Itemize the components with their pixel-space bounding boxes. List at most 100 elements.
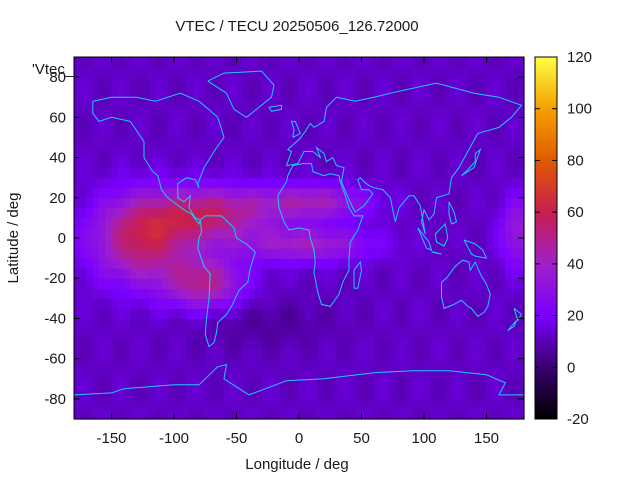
heat-cell <box>130 358 138 370</box>
heat-cell <box>192 107 200 118</box>
heat-cell <box>186 177 194 189</box>
heat-cell <box>149 338 156 350</box>
heat-cell <box>261 328 269 340</box>
heat-cell <box>92 97 100 108</box>
heat-cell <box>349 398 356 410</box>
heat-cell <box>142 318 150 330</box>
heat-cell <box>461 217 469 229</box>
heat-cell <box>105 107 113 118</box>
heat-cell <box>411 298 419 309</box>
heat-cell <box>317 318 325 330</box>
heat-cell <box>167 177 175 189</box>
heat-cell <box>386 268 394 279</box>
heat-cell <box>149 408 156 420</box>
heat-cell <box>155 378 163 390</box>
heat-cell <box>411 87 419 98</box>
heat-cell <box>205 187 213 199</box>
heat-cell <box>86 298 94 309</box>
heat-cell <box>155 268 163 279</box>
heat-cell <box>449 248 456 259</box>
heat-cell <box>374 318 381 330</box>
heat-cell <box>130 248 138 259</box>
heat-cell <box>236 207 244 219</box>
heat-cell <box>155 308 163 320</box>
heat-cell <box>192 207 200 219</box>
heat-cell <box>330 358 338 370</box>
heat-cell <box>411 328 419 340</box>
heat-cell <box>292 288 300 299</box>
heat-cell <box>242 408 250 420</box>
heat-cell <box>211 268 219 279</box>
heat-cell <box>92 348 100 360</box>
heat-cell <box>399 308 406 320</box>
heat-cell <box>311 137 319 149</box>
heat-cell <box>486 127 494 139</box>
heat-cell <box>161 308 169 320</box>
heat-cell <box>74 358 81 370</box>
heat-cell <box>117 368 125 380</box>
heat-cell <box>155 117 163 128</box>
heat-cell <box>342 67 350 78</box>
heat-cell <box>349 57 356 68</box>
heat-cell <box>505 67 513 78</box>
heat-cell <box>374 177 381 189</box>
heat-cell <box>205 328 213 340</box>
heat-cell <box>105 207 113 219</box>
heat-cell <box>299 207 306 219</box>
heat-cell <box>336 67 344 78</box>
heat-cell <box>211 147 219 159</box>
heat-cell <box>274 177 281 189</box>
heat-cell <box>161 248 169 259</box>
heat-cell <box>111 268 119 279</box>
heat-cell <box>267 57 275 68</box>
coastline <box>431 251 442 255</box>
heat-cell <box>99 167 106 179</box>
heat-cell <box>442 408 450 420</box>
heat-cell <box>317 408 325 420</box>
heat-cell <box>392 137 400 149</box>
heat-cell <box>92 268 100 279</box>
heat-cell <box>330 338 338 350</box>
heat-cell <box>86 167 94 179</box>
heat-cell <box>99 258 106 269</box>
heat-cell <box>417 157 425 169</box>
heat-cell <box>492 268 500 279</box>
heat-cell <box>405 137 413 149</box>
heat-cell <box>299 388 306 400</box>
heat-cell <box>267 278 275 289</box>
heat-cell <box>317 77 325 88</box>
heat-cell <box>230 358 238 370</box>
heat-cell <box>474 278 481 289</box>
heat-cell <box>417 197 425 209</box>
heat-cell <box>436 97 444 108</box>
heat-cell <box>161 227 169 239</box>
heat-cell <box>474 127 481 139</box>
heat-cell <box>361 398 369 410</box>
heat-cell <box>349 378 356 390</box>
heat-cell <box>230 408 238 420</box>
heat-cell <box>474 227 481 239</box>
heat-cell <box>80 107 88 118</box>
heat-cell <box>505 258 513 269</box>
heat-cell <box>430 97 438 108</box>
heat-cell <box>99 127 106 139</box>
heat-cell <box>161 147 169 159</box>
heat-cell <box>130 127 138 139</box>
heat-cell <box>130 378 138 390</box>
heat-cell <box>455 398 463 410</box>
heat-cell <box>99 408 106 420</box>
heat-cell <box>224 137 231 149</box>
heat-cell <box>280 97 288 108</box>
heat-cell <box>249 408 256 420</box>
heat-cell <box>230 77 238 88</box>
heat-cell <box>461 197 469 209</box>
heat-cell <box>336 398 344 410</box>
heat-cell <box>442 117 450 128</box>
heat-cell <box>274 157 281 169</box>
heat-cell <box>155 248 163 259</box>
heat-cell <box>224 177 231 189</box>
heat-cell <box>324 258 331 269</box>
heat-cell <box>292 157 300 169</box>
heat-cell <box>336 187 344 199</box>
heat-cell <box>405 288 413 299</box>
